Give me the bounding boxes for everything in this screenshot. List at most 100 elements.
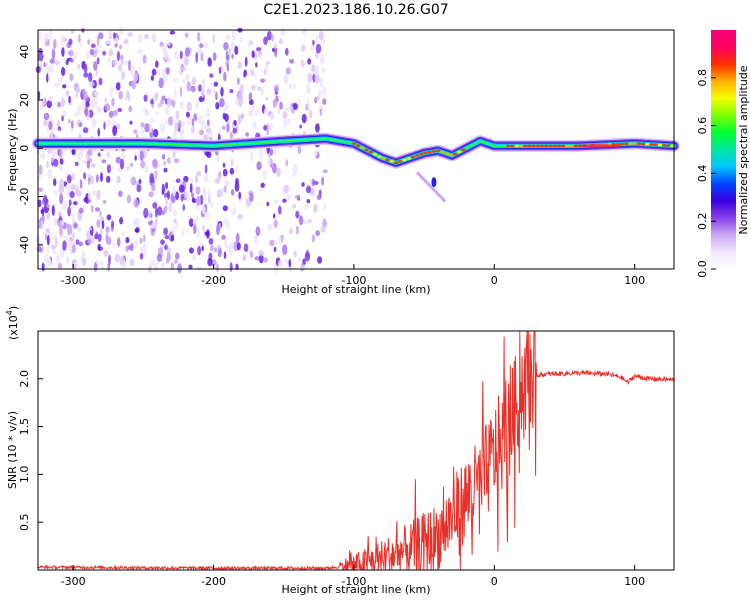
- noise-blob: [317, 256, 323, 264]
- noise-blob: [320, 225, 326, 233]
- noise-blob: [113, 32, 116, 39]
- noise-blob: [95, 174, 99, 183]
- noise-blob: [233, 119, 237, 126]
- noise-blob: [163, 167, 168, 173]
- noise-blob: [148, 191, 154, 198]
- noise-blob: [51, 204, 55, 216]
- noise-blob: [229, 131, 233, 141]
- noise-blob: [199, 43, 204, 48]
- noise-blob: [54, 101, 58, 107]
- ridge-peak: [624, 142, 629, 146]
- noise-blob: [306, 185, 311, 194]
- ridge-peak: [368, 150, 373, 154]
- noise-blob: [312, 39, 315, 46]
- noise-blob: [254, 109, 260, 117]
- noise-blob: [303, 219, 309, 225]
- noise-blob: [107, 57, 111, 63]
- noise-blob: [275, 167, 281, 178]
- noise-blob: [282, 118, 288, 128]
- noise-blob: [119, 44, 123, 50]
- noise-blob: [182, 204, 186, 211]
- noise-blob: [43, 254, 48, 262]
- figure-title: C2E1.2023.186.10.26.G07: [263, 2, 448, 18]
- noise-blob: [133, 198, 139, 208]
- noise-blob: [59, 178, 65, 190]
- noise-blob: [174, 259, 178, 264]
- noise-blob: [163, 161, 166, 166]
- noise-blob: [250, 151, 254, 162]
- noise-blob: [230, 189, 235, 196]
- noise-blob: [126, 194, 132, 204]
- noise-blob: [237, 61, 242, 70]
- noise-blob: [96, 189, 101, 201]
- noise-blob: [82, 159, 87, 165]
- noise-blob: [197, 245, 202, 256]
- noise-blob: [188, 264, 193, 270]
- noise-blob: [118, 190, 123, 197]
- noise-blob: [58, 148, 63, 159]
- noise-blob: [175, 178, 181, 183]
- noise-blob: [106, 164, 112, 174]
- noise-blob: [143, 94, 148, 102]
- noise-blob: [54, 238, 58, 247]
- noise-blob: [121, 260, 127, 269]
- noise-blob: [253, 120, 257, 130]
- noise-blob: [73, 201, 78, 206]
- noise-blob: [65, 90, 70, 97]
- noise-blob: [106, 175, 111, 183]
- noise-blob: [44, 61, 48, 68]
- noise-blob: [49, 29, 53, 40]
- snr-marks: [37, 330, 675, 572]
- noise-blob: [46, 160, 49, 169]
- noise-blob: [116, 123, 121, 130]
- noise-blob: [195, 215, 199, 223]
- noise-blob: [143, 207, 149, 219]
- noise-blob: [103, 250, 109, 257]
- spectrogram-x-ticks: -300 -200 -100 0 100: [61, 264, 645, 287]
- noise-blob: [112, 125, 118, 136]
- ridge-peak: [523, 144, 528, 148]
- noise-blob: [260, 78, 266, 83]
- noise-blob: [46, 203, 50, 209]
- noise-blob: [156, 253, 163, 262]
- noise-blob: [38, 164, 43, 175]
- noise-blob: [129, 120, 133, 125]
- noise-blob: [273, 219, 278, 228]
- noise-blob: [78, 241, 84, 247]
- noise-blob: [59, 193, 64, 205]
- noise-blob: [174, 88, 177, 99]
- noise-blob: [219, 98, 225, 108]
- noise-blob: [231, 158, 235, 166]
- colorbar-gradient: [711, 30, 736, 269]
- noise-blob: [223, 251, 227, 259]
- x-tick-label: -200: [201, 575, 226, 588]
- noise-blob: [266, 60, 270, 65]
- noise-blob: [62, 240, 67, 251]
- noise-blob: [174, 158, 180, 164]
- noise-blob: [163, 227, 169, 236]
- spectrogram-y-ticks: -40 -20 0 20 40: [18, 45, 43, 254]
- noise-blob: [88, 226, 93, 231]
- noise-blob: [172, 130, 177, 141]
- noise-blob: [243, 243, 249, 252]
- ridge-peak: [527, 144, 532, 148]
- noise-blob: [71, 213, 76, 224]
- noise-blob: [229, 89, 234, 94]
- noise-blob: [288, 258, 292, 268]
- noise-blob: [171, 226, 175, 235]
- noise-blob: [88, 191, 92, 201]
- noise-blob: [77, 63, 81, 70]
- noise-blob: [268, 122, 274, 131]
- ridge-peak: [440, 150, 445, 154]
- noise-blob: [86, 230, 92, 240]
- noise-blob: [70, 204, 76, 209]
- spectrogram-marks: [32, 26, 680, 274]
- noise-blob: [44, 233, 48, 241]
- noise-blob: [272, 98, 277, 109]
- snr-scale-exponent: 4: [5, 310, 14, 315]
- noise-blob: [228, 48, 232, 57]
- noise-blob: [171, 100, 176, 108]
- noise-blob: [231, 207, 237, 216]
- noise-blob: [180, 120, 186, 127]
